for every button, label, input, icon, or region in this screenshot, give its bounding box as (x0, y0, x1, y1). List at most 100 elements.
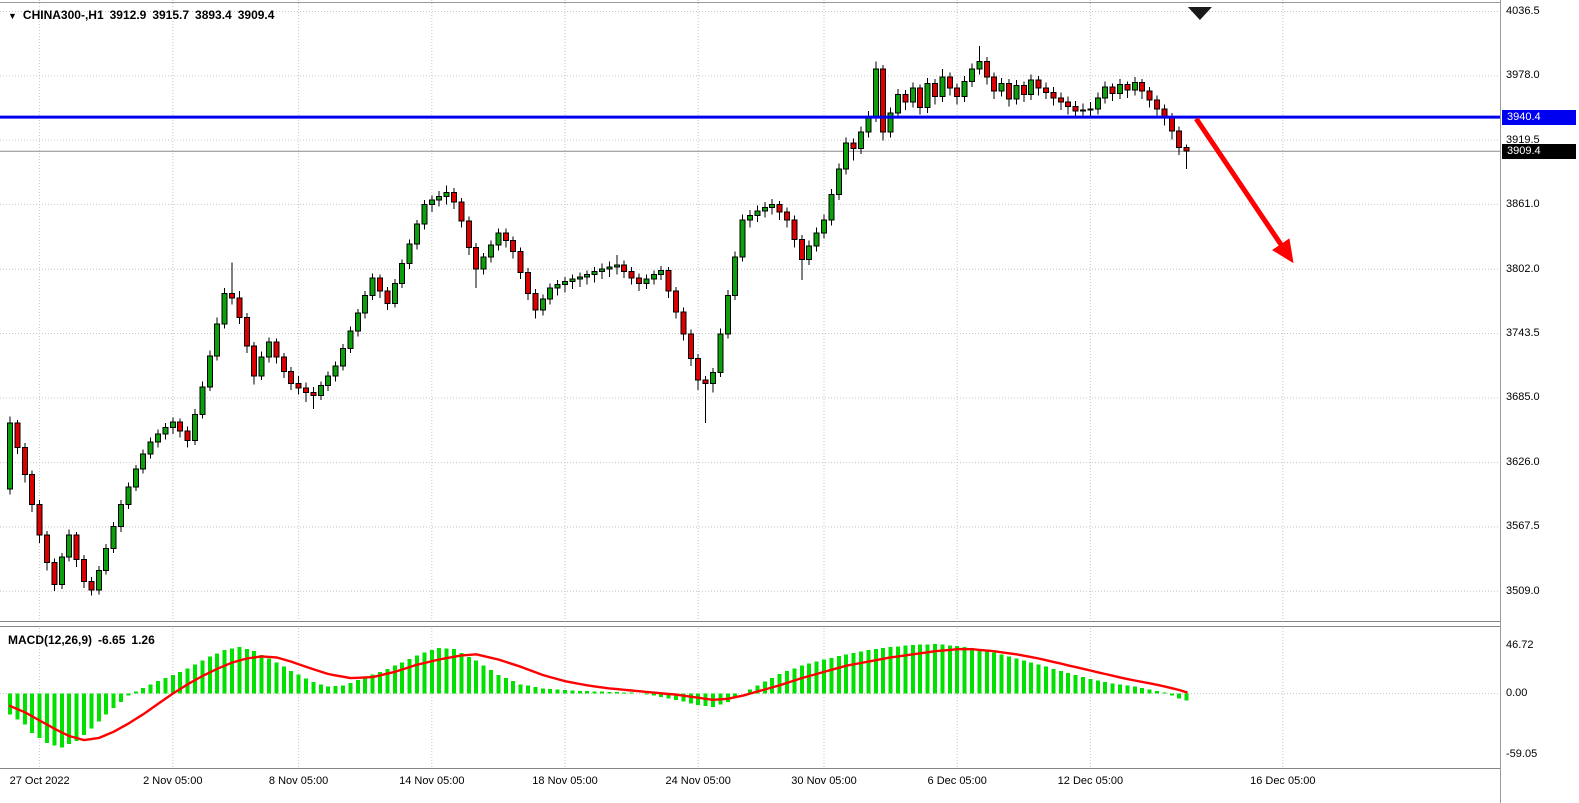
macd-histogram-bar (651, 693, 656, 696)
macd-histogram-bar (518, 684, 523, 694)
candle-body (58, 556, 65, 586)
candle-body (132, 468, 139, 488)
macd-histogram-bar (540, 688, 545, 694)
candle-body (1050, 91, 1057, 99)
macd-header: MACD(12,26,9) -6.65 1.26 (8, 633, 161, 647)
price-tick-label: 3978.0 (1506, 69, 1540, 82)
time-tick-label: 16 Dec 05:00 (1250, 775, 1316, 787)
chart-shift-marker[interactable] (1187, 7, 1212, 20)
window-top-border (0, 2, 1579, 3)
macd-histogram-bar (1118, 684, 1122, 694)
candle-body (192, 413, 198, 442)
candle-body (821, 219, 827, 234)
candle-body (695, 357, 702, 381)
candle-body (776, 203, 783, 213)
candle-body (835, 168, 842, 196)
candle-body (73, 534, 80, 560)
candle-body (887, 112, 894, 133)
macd-histogram-bar (770, 677, 775, 694)
candle-body (924, 83, 931, 109)
candle-body (1072, 106, 1079, 112)
macd-histogram-bar (370, 674, 375, 694)
candle-body (732, 256, 739, 297)
macd-histogram-bar (1169, 693, 1174, 696)
candle-body (850, 142, 857, 149)
macd-histogram-bar (363, 677, 368, 694)
price-tick-label: 3685.0 (1506, 391, 1540, 404)
macd-histogram-bar (1155, 691, 1159, 694)
macd-histogram-bar (674, 693, 678, 700)
candle-body (991, 76, 998, 92)
candle-body (384, 290, 391, 304)
macd-histogram-bar (1081, 677, 1085, 694)
macd-histogram-bar (688, 693, 693, 704)
resistance-price-tag: 3940.4 (1502, 109, 1576, 125)
macd-histogram-bar (881, 648, 886, 694)
macd-histogram-bar (252, 651, 257, 694)
macd-histogram-bar (104, 693, 109, 715)
macd-histogram-bar (89, 693, 94, 729)
candle-body (251, 345, 258, 377)
candle-body (221, 292, 228, 325)
macd-histogram-bar (378, 671, 382, 694)
macd-histogram-bar (15, 693, 20, 720)
candle-body (177, 421, 184, 432)
candle-body (443, 191, 450, 198)
macd-chart-area[interactable] (0, 628, 1500, 768)
candle-body (332, 365, 339, 377)
time-axis[interactable]: 27 Oct 2022 2 Nov 05:00 8 Nov 05:00 14 Nov … (0, 768, 1500, 803)
candle-body (680, 311, 687, 335)
current-price-tag: 3909.4 (1502, 143, 1576, 159)
macd-histogram-bar (1036, 664, 1041, 694)
macd-histogram-bar (1095, 680, 1100, 694)
candle-body (184, 430, 191, 442)
macd-histogram-bar (133, 691, 138, 694)
candle-body (465, 220, 472, 248)
candle-body (243, 317, 250, 347)
macd-histogram-bar (259, 654, 264, 694)
candle-body (488, 244, 494, 258)
macd-histogram-bar (289, 670, 294, 694)
candle-body (939, 76, 946, 98)
macd-histogram-bar (836, 656, 841, 694)
macd-histogram-bar (444, 648, 449, 694)
candle-body (1028, 79, 1035, 96)
macd-tick-label: 0.00 (1506, 687, 1528, 700)
trend-arrow-annotation[interactable] (1194, 117, 1294, 264)
panel-splitter[interactable] (0, 621, 1579, 627)
candle-body (236, 297, 243, 319)
candle-body (1006, 83, 1012, 100)
macd-histogram-bar (170, 675, 175, 694)
macd-histogram-bar (141, 687, 146, 694)
macd-histogram-bar (267, 658, 271, 694)
price-tick-label: 3567.5 (1506, 520, 1540, 533)
macd-histogram-bar (1066, 672, 1071, 694)
macd-histogram-bar (96, 693, 101, 722)
macd-histogram-bar (1058, 670, 1063, 694)
macd-histogram-bar (799, 665, 804, 694)
time-tick-label: 24 Nov 05:00 (665, 775, 731, 787)
price-axis[interactable]: 3940.4 3909.4 4036.5 3978.0 3919.5 3861.0 38… (1500, 0, 1579, 803)
candle-body (369, 277, 376, 297)
candle-body (502, 232, 509, 242)
candle-body (266, 341, 272, 358)
candle-body (303, 387, 309, 393)
macd-histogram-bar (748, 689, 752, 694)
symbol-dropdown-icon[interactable]: ▼ (8, 11, 17, 21)
candle-body (406, 243, 413, 265)
macd-histogram-bar (873, 649, 878, 694)
candle-body (576, 276, 583, 280)
macd-histogram-bar (548, 688, 553, 694)
macd-histogram-bar (762, 681, 767, 694)
macd-histogram-bar (918, 644, 923, 694)
macd-histogram-bar (281, 666, 286, 694)
candle-body (103, 547, 110, 571)
candle-body (806, 245, 813, 260)
candle-body (125, 486, 132, 505)
candle-body (1154, 99, 1160, 110)
macd-histogram-bar (1147, 689, 1152, 694)
macd-histogram-bar (318, 684, 323, 694)
time-tick-label: 2 Nov 05:00 (143, 775, 203, 787)
price-chart-area[interactable] (0, 0, 1500, 622)
candle-body (1176, 130, 1183, 148)
